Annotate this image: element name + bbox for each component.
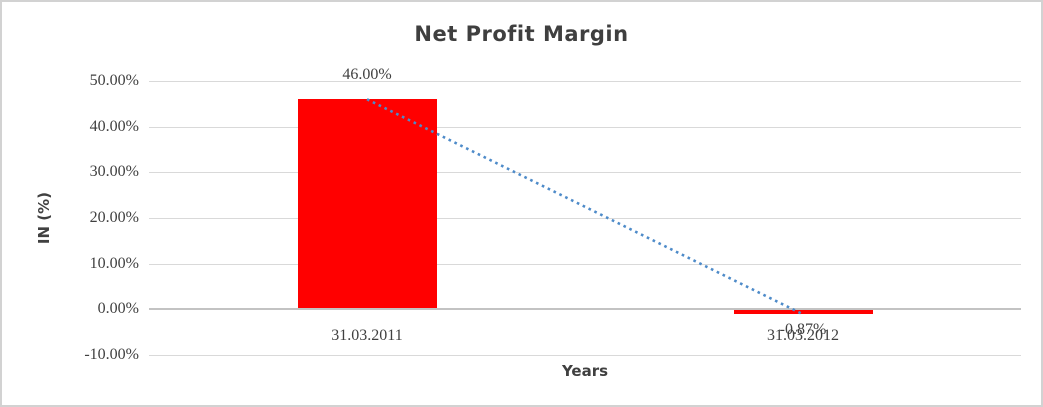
data-label: 46.00% bbox=[342, 66, 392, 83]
chart-title: Net Profit Margin bbox=[414, 22, 629, 46]
gridline bbox=[149, 218, 1021, 219]
gridline bbox=[149, 355, 1021, 356]
y-tick-label: 10.00% bbox=[89, 255, 139, 272]
gridline bbox=[149, 264, 1021, 265]
gridline bbox=[149, 172, 1021, 173]
x-tick-label: 31.03.2012 bbox=[767, 327, 839, 344]
y-tick-label: 20.00% bbox=[89, 209, 139, 226]
gridline bbox=[149, 127, 1021, 128]
category-axis-line bbox=[149, 308, 1021, 310]
y-tick-label: 50.00% bbox=[89, 72, 139, 89]
x-tick-label: 31.03.2011 bbox=[331, 327, 403, 344]
x-axis-title: Years bbox=[561, 362, 609, 380]
gridline bbox=[149, 81, 1021, 82]
data-label: -0.87% bbox=[779, 321, 827, 338]
y-tick-label: 30.00% bbox=[89, 163, 139, 180]
bar-31.03.2011[interactable] bbox=[298, 99, 437, 308]
bar-31.03.2012[interactable] bbox=[734, 310, 873, 314]
y-tick-label: 40.00% bbox=[89, 118, 139, 135]
y-tick-label: 0.00% bbox=[97, 300, 139, 317]
y-tick-label: -10.00% bbox=[84, 346, 139, 363]
